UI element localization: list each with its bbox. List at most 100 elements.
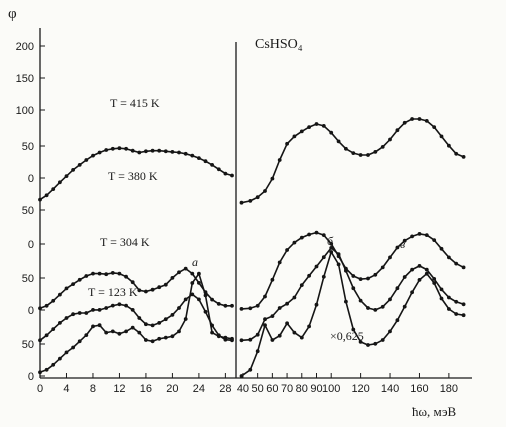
x-tick-label: 60 <box>266 383 278 395</box>
data-point <box>117 271 122 276</box>
data-point <box>270 314 275 318</box>
data-point <box>190 153 195 158</box>
data-point <box>454 299 459 304</box>
data-point <box>373 308 378 312</box>
data-point <box>248 199 253 203</box>
data-point <box>447 295 451 300</box>
x-axis-label: ħω, мэВ <box>412 404 457 419</box>
x-tick-label: 16 <box>140 383 152 395</box>
data-point <box>64 350 69 355</box>
data-point <box>38 197 42 202</box>
data-point <box>150 339 155 344</box>
data-point <box>64 174 69 179</box>
data-point <box>197 281 201 285</box>
data-point <box>307 273 311 278</box>
data-point <box>344 146 348 151</box>
data-point <box>270 176 275 181</box>
data-point <box>292 134 297 139</box>
data-point <box>395 318 400 323</box>
y-tick-label: 50 <box>22 339 34 351</box>
data-point <box>285 321 289 326</box>
data-point <box>77 163 82 167</box>
data-point <box>410 117 414 121</box>
data-point <box>117 331 122 336</box>
data-point <box>44 193 49 198</box>
data-point <box>117 302 122 307</box>
data-point <box>447 143 451 148</box>
data-point <box>137 150 142 155</box>
data-point <box>203 309 208 314</box>
x-tick-label: 8 <box>90 383 96 395</box>
data-point <box>77 339 82 344</box>
data-point <box>71 282 75 286</box>
y-tick-label: 50 <box>22 273 34 285</box>
data-point <box>380 338 385 342</box>
data-point <box>329 130 334 135</box>
data-point <box>263 294 267 299</box>
data-point <box>270 277 275 282</box>
data-point <box>424 233 429 238</box>
y-tick-label: 200 <box>16 41 34 53</box>
series-line-1-right <box>240 231 465 310</box>
data-point <box>163 335 168 340</box>
series-line-2-left <box>39 293 233 342</box>
data-point <box>417 264 422 268</box>
data-point <box>44 303 49 308</box>
data-point <box>299 283 304 287</box>
data-point <box>344 299 348 304</box>
peak-label-a: a <box>192 255 198 269</box>
data-point <box>285 141 289 146</box>
data-point <box>91 308 95 312</box>
data-point <box>432 277 437 281</box>
data-point <box>321 124 326 128</box>
data-point <box>64 286 69 291</box>
points-group <box>38 117 466 378</box>
data-point <box>299 235 304 240</box>
data-point <box>157 336 162 341</box>
data-point <box>351 274 356 278</box>
data-point <box>329 246 334 250</box>
data-point <box>71 345 75 350</box>
x-tick-label: 20 <box>166 383 178 395</box>
data-point <box>58 180 62 185</box>
data-point <box>210 323 215 328</box>
data-point <box>190 292 195 297</box>
data-point <box>388 329 392 334</box>
data-point <box>84 158 89 162</box>
x-tick-label: 40 <box>237 383 249 395</box>
data-point <box>77 277 82 282</box>
data-point <box>402 238 407 243</box>
data-point <box>358 340 363 344</box>
data-point <box>388 297 392 302</box>
data-point <box>58 321 62 325</box>
data-point <box>110 146 115 151</box>
data-point <box>321 274 326 279</box>
data-point <box>163 282 168 287</box>
data-point <box>454 151 459 156</box>
data-point <box>38 306 42 311</box>
data-point <box>71 312 75 317</box>
data-point <box>270 338 275 342</box>
data-point <box>255 303 260 308</box>
data-point <box>366 276 370 281</box>
data-point <box>424 267 429 272</box>
data-point <box>144 322 148 327</box>
data-point <box>366 306 370 310</box>
data-point <box>170 334 175 339</box>
data-point <box>91 324 95 329</box>
data-point <box>97 308 102 312</box>
data-point <box>395 245 400 250</box>
data-point <box>163 149 168 154</box>
data-point <box>230 336 234 341</box>
x-tick-label: 12 <box>113 383 125 395</box>
data-point <box>170 276 175 280</box>
data-point <box>58 356 62 361</box>
data-point <box>461 313 466 318</box>
x-tick-label: 180 <box>440 383 458 395</box>
data-point <box>104 306 109 310</box>
data-point <box>410 290 414 295</box>
data-point <box>277 158 282 162</box>
data-point <box>454 261 459 266</box>
data-point <box>104 272 109 277</box>
